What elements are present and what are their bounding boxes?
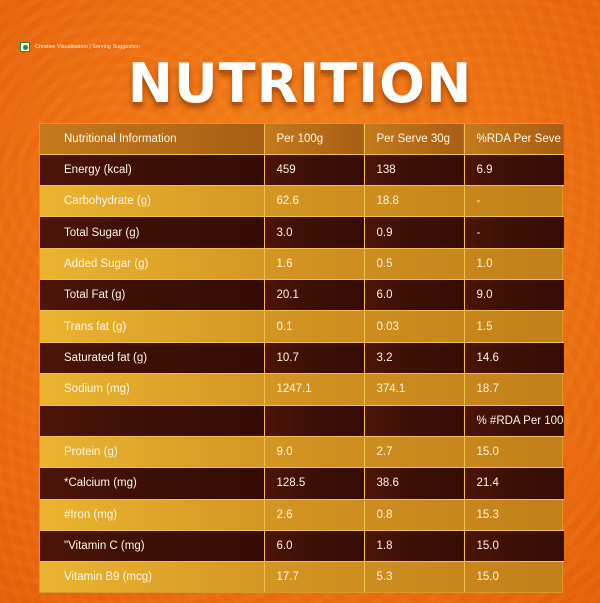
nutrient-value-cell: % #RDA Per 100g: [464, 405, 564, 437]
table-row: Protein (g) 9.0 2.7 15.0: [40, 436, 564, 469]
table-row: *Calcium (mg) 128.5 38.6 21.4: [40, 467, 564, 500]
nutrient-value-cell: -: [464, 216, 564, 249]
nutrient-value-cell: 1.8: [364, 530, 465, 563]
nutrient-value-cell: 14.6: [464, 342, 564, 375]
nutrient-value-cell: 0.03: [364, 310, 465, 343]
nutrient-value-cell: 62.6: [264, 185, 365, 218]
table-row: #Iron (mg) 2.6 0.8 15.3: [40, 499, 564, 531]
nutrient-value-cell: 2.6: [264, 499, 365, 531]
nutrient-name-cell: Total Fat (g): [40, 279, 265, 312]
nutrient-value-cell: 1.6: [264, 248, 365, 281]
veg-symbol-icon: [20, 42, 30, 52]
nutrient-value-cell: 20.1: [264, 279, 365, 312]
nutrient-value-cell: 15.3: [464, 499, 564, 531]
nutrient-value-cell: 6.9: [464, 154, 564, 187]
table-row: Total Sugar (g) 3.0 0.9-: [40, 216, 564, 249]
table-row: Sodium (mg) 1247.1 374.1 18.7: [40, 373, 564, 406]
nutrient-value-cell: 15.0: [464, 436, 564, 469]
nutrient-value-cell: 0.8: [364, 499, 465, 531]
table-row: Saturated fat (g) 10.7 3.2 14.6: [40, 342, 564, 375]
nutrient-name-cell: "Vitamin C (mg): [40, 530, 265, 563]
nutrient-value-cell: 9.0: [264, 436, 365, 469]
nutrient-value-cell: 459: [264, 154, 365, 187]
nutrient-name-cell: Sodium (mg): [40, 373, 265, 406]
nutrient-value-cell: [364, 405, 465, 437]
table-row: Carbohydrate (g) 62.6 18.8-: [40, 185, 564, 218]
nutrient-value-cell: 3.0: [264, 216, 365, 249]
nutrient-value-cell: 5.3: [364, 561, 465, 592]
nutrient-value-cell: 6.0: [364, 279, 465, 312]
nutrient-value-cell: 3.2: [364, 342, 465, 375]
nutrient-value-cell: 18.8: [364, 185, 465, 218]
nutrient-name-cell: Vitamin B9 (mcg): [40, 561, 265, 592]
nutrient-value-cell: 18.7: [464, 373, 564, 406]
header-cell: Nutritional Information: [40, 124, 265, 155]
table-row: % #RDA Per 100g: [40, 405, 564, 437]
nutrient-value-cell: 0.1: [264, 310, 365, 343]
header-cell: Per 100g: [264, 124, 365, 155]
nutrient-name-cell: Energy (kcal): [40, 154, 265, 187]
nutrient-name-cell: [40, 405, 265, 437]
header-cell: %RDA Per Seve: [464, 124, 564, 155]
nutrient-value-cell: 9.0: [464, 279, 564, 312]
nutrient-value-cell: 0.9: [364, 216, 465, 249]
table-row: Energy (kcal) 459 138 6.9: [40, 154, 564, 187]
nutrient-value-cell: 6.0: [264, 530, 365, 563]
nutrition-table-container: Nutritional Information Per 100g Per Ser…: [39, 123, 564, 593]
nutrient-value-cell: 128.5: [264, 467, 365, 500]
table-row: Added Sugar (g) 1.6 0.5 1.0: [40, 248, 564, 281]
header-cell: Per Serve 30g: [364, 124, 465, 155]
nutrient-name-cell: Trans fat (g): [40, 310, 265, 343]
nutrient-value-cell: 1247.1: [264, 373, 365, 406]
nutrient-value-cell: 138: [364, 154, 465, 187]
nutrient-name-cell: Added Sugar (g): [40, 248, 265, 281]
nutrient-value-cell: 0.5: [364, 248, 465, 281]
nutrient-value-cell: 21.4: [464, 467, 564, 500]
page-title: NUTRITION: [127, 52, 473, 115]
nutrient-value-cell: 17.7: [264, 561, 365, 592]
table-header-row: Nutritional Information Per 100g Per Ser…: [40, 124, 564, 155]
nutrient-name-cell: Carbohydrate (g): [40, 185, 265, 218]
nutrient-value-cell: 1.5: [464, 310, 564, 343]
nutrient-value-cell: 10.7: [264, 342, 365, 375]
nutrient-name-cell: *Calcium (mg): [40, 467, 265, 500]
nutrient-value-cell: 1.0: [464, 248, 564, 281]
table-row: Trans fat (g) 0.1 0.03 1.5: [40, 310, 564, 343]
nutrient-name-cell: Protein (g): [40, 436, 265, 469]
table-row: Vitamin B9 (mcg) 17.7 5.3 15.0: [40, 561, 564, 592]
table-row: "Vitamin C (mg) 6.0 1.8 15.0: [40, 530, 564, 563]
nutrient-value-cell: 374.1: [364, 373, 465, 406]
nutrient-value-cell: 15.0: [476, 571, 499, 584]
nutrition-table: Nutritional Information Per 100g Per Ser…: [40, 124, 564, 592]
nutrient-value-cell: 2.7: [364, 436, 465, 469]
nutrient-name-cell: Total Sugar (g): [40, 216, 265, 249]
disclaimer-text: Creative Visualisation | Serving Suggest…: [35, 44, 140, 50]
nutrient-name-cell: Saturated fat (g): [40, 342, 265, 375]
table-row: Total Fat (g) 20.1 6.0 9.0: [40, 279, 564, 312]
nutrient-name-cell: #Iron (mg): [40, 499, 265, 531]
nutrient-value-cell: -: [464, 185, 564, 218]
nutrient-value-cell: 38.6: [364, 467, 465, 500]
nutrient-value-cell: 15.0: [464, 530, 564, 563]
nutrient-value-cell: [264, 405, 365, 437]
